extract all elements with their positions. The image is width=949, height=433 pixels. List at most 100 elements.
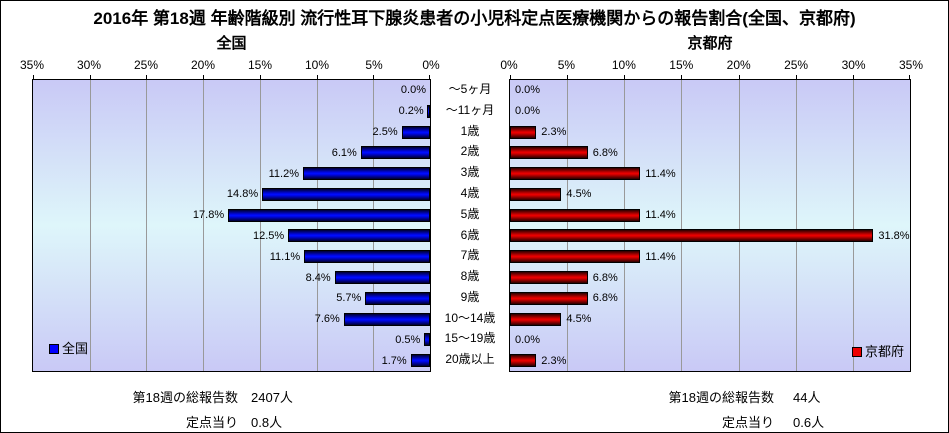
kyoto-per-sentinel-label: 定点当り [721,415,774,430]
gridline [795,80,797,371]
chart-title: 2016年 第18週 年齢階級別 流行性耳下腺炎患者の小児科定点医療機関からの報… [93,9,856,28]
bar-national [228,208,430,222]
value-label: 0.0% [515,333,541,346]
kyoto-chart-title: 京都府 [687,35,733,52]
value-label: 2.3% [541,354,567,367]
value-label: 5.7% [336,292,362,305]
value-label: 0.0% [515,84,541,97]
value-label: 8.4% [305,271,331,284]
axis-tick-label: 15% [247,58,273,72]
legend-label: 全国 [62,341,89,356]
axis-tick-label: 5% [365,58,383,72]
axis-tick [429,75,430,80]
axis-tick [373,75,375,80]
bar-kyoto [510,354,537,368]
axis-tick [795,75,797,80]
axis-tick-label: 30% [841,58,866,72]
axis-tick [510,75,511,80]
national-chart-title: 全国 [216,35,247,52]
axis-tick-label: 25% [784,58,809,72]
gridline [624,80,626,371]
legend-label: 京都府 [864,344,904,359]
value-label: 0.2% [398,105,424,118]
national-per-sentinel-label: 定点当り [185,415,238,430]
age-category-label: 6歳 [460,227,480,242]
gridline [681,80,683,371]
bar-national [343,312,430,326]
value-label: 6.1% [331,146,357,159]
axis-tick [624,75,626,80]
national-per-sentinel-value: 0.8人 [251,415,283,430]
age-category-label: 20歳以上 [445,352,495,367]
bar-kyoto [510,291,588,305]
value-label: 31.8% [878,229,910,242]
bar-kyoto [510,146,588,160]
age-category-label: 5歳 [460,206,480,221]
value-label: 0.5% [395,333,421,346]
axis-tick-label: 0% [422,58,440,72]
bar-kyoto [510,125,537,139]
gridline [203,80,205,371]
axis-tick [203,75,205,80]
age-category-label: 7歳 [460,248,480,263]
bar-national [288,229,430,243]
age-category-label: 3歳 [460,165,480,180]
bar-national [410,354,430,368]
age-category-label: 15～19歳 [444,331,496,346]
value-label: 6.8% [592,292,618,305]
axis-tick-label: 10% [611,58,636,72]
axis-tick [681,75,683,80]
bar-national [303,167,430,180]
bar-national [360,146,430,160]
axis-tick-label: 30% [76,58,102,72]
age-category-labels: ～5ヶ月 ～11ヶ月 1歳 2歳 3歳 4歳 5歳 6歳 7歳 8歳 9歳 10～14歳 15～19歳 2… [431,79,509,372]
bar-kyoto [510,208,641,222]
axis-tick [89,75,91,80]
kyoto-total-reports-value: 44人 [793,390,821,405]
value-label: 2.3% [541,126,567,138]
legend-swatch [49,343,59,354]
age-category-label: 2歳 [460,144,480,159]
value-label: 6.8% [592,146,618,159]
value-label: 11.1% [269,250,301,263]
axis-tick-label: 35% [19,58,45,72]
axis-tick-label: 35% [898,58,924,72]
axis-tick [567,75,569,80]
bar-kyoto [510,312,562,326]
legend-swatch [851,346,862,357]
gridline [567,80,569,371]
gridline [316,80,318,371]
axis-tick [259,75,261,80]
value-label: 17.8% [192,209,225,222]
gridline [373,80,375,371]
bar-national [365,291,430,305]
national-plot-area: 0.0% 0.2% 2.5% 6.1% 11.2% 14.8% 17.8% 12.5% 11.1… [32,75,431,372]
bar-kyoto [510,250,641,264]
age-category-label: 8歳 [460,269,480,284]
bar-national [427,104,430,118]
value-label: 2.5% [372,126,398,138]
kyoto-per-sentinel-value: 0.6人 [793,415,825,430]
axis-tick-label: 20% [726,58,751,72]
value-label: 4.5% [566,188,592,201]
legend-kyoto: 京都府 [851,341,904,360]
legend-national: 全国 [49,338,88,357]
national-total-reports-value: 2407人 [251,390,293,405]
bar-kyoto [510,229,874,243]
gridline [852,80,854,371]
age-category-label: ～5ヶ月 [448,82,492,96]
bar-national [334,271,430,284]
bar-national [424,333,430,347]
gridline [146,80,148,371]
axis-tick [146,75,148,80]
national-total-reports-label: 第18週の総報告数 [132,390,238,405]
axis-tick-label: 15% [669,58,694,72]
age-category-label: 4歳 [460,185,480,200]
bar-kyoto [510,271,588,284]
age-category-label: ～11ヶ月 [445,102,495,117]
axis-tick [316,75,318,80]
bar-kyoto [510,187,562,201]
kyoto-total-reports-label: 第18週の総報告数 [668,390,774,405]
value-label: 0.0% [515,105,541,118]
